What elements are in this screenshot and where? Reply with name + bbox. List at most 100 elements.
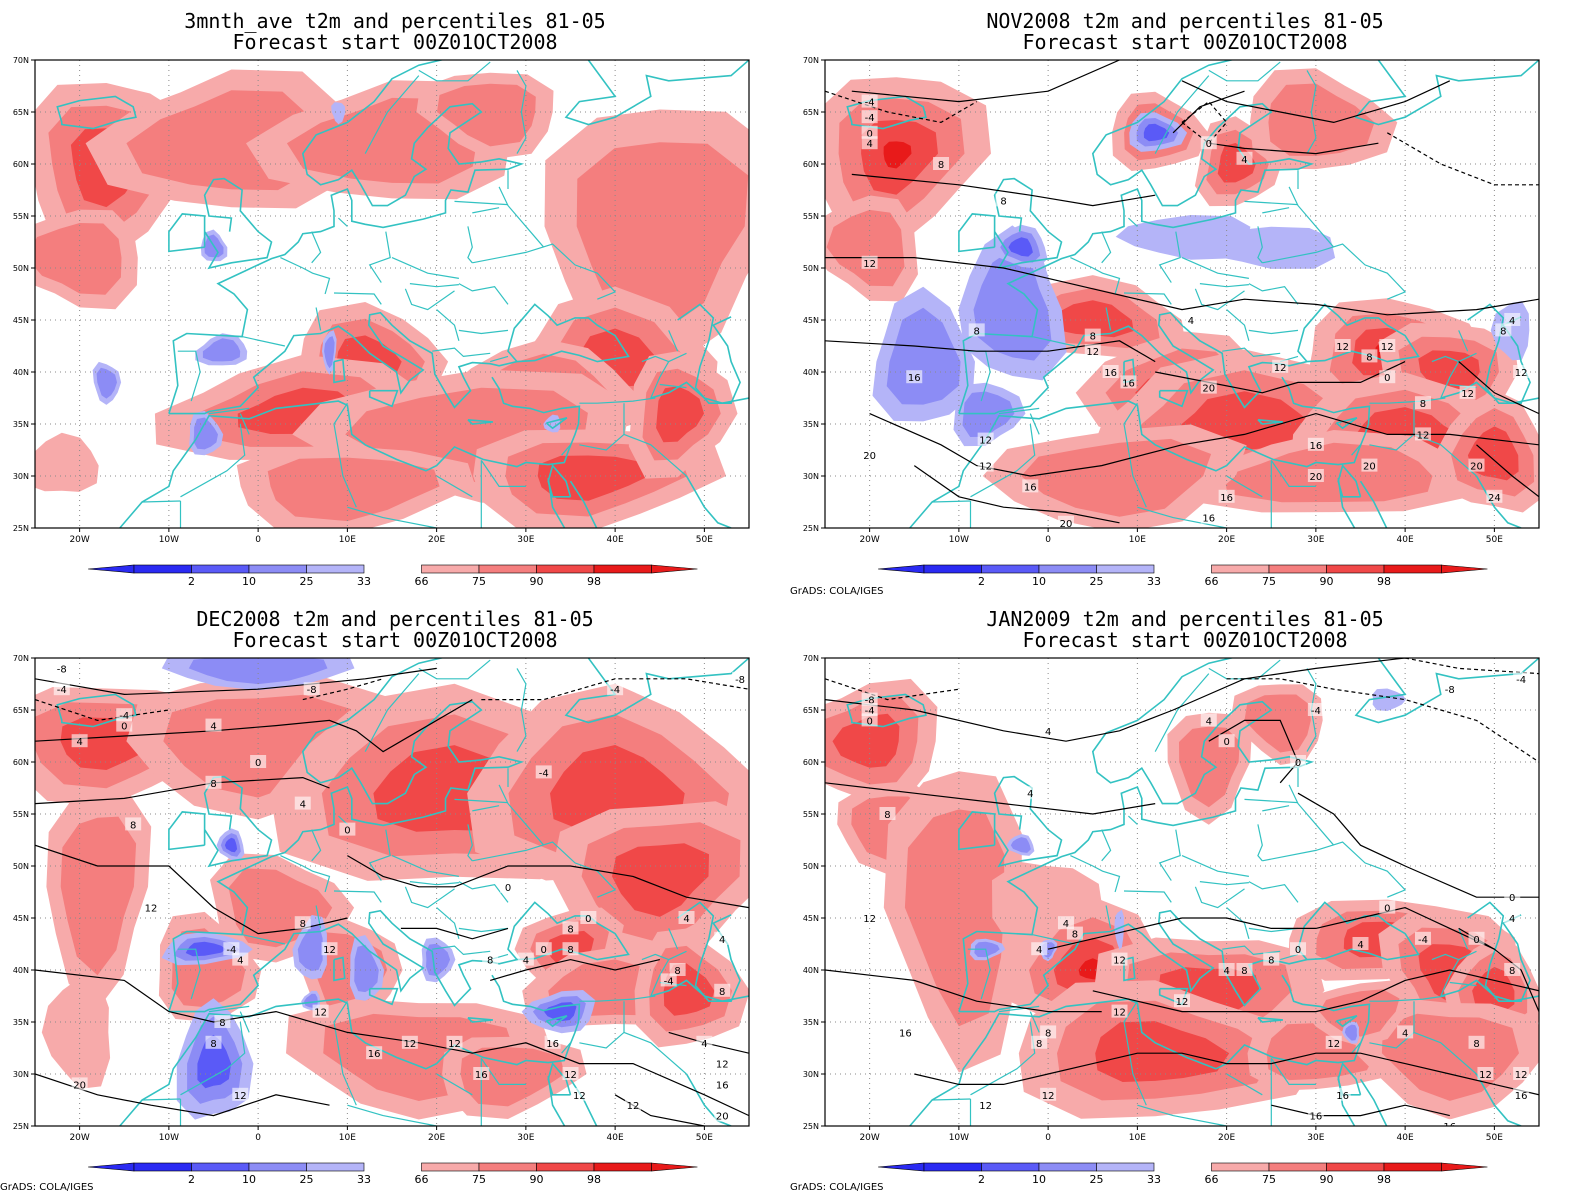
longitude-tick-label: 0 bbox=[1045, 1133, 1051, 1143]
colorbar-label: 98 bbox=[587, 1173, 601, 1186]
coastline bbox=[1123, 956, 1136, 982]
country-border bbox=[1158, 231, 1181, 283]
latitude-tick-label: 60N bbox=[803, 160, 819, 169]
coastline bbox=[958, 811, 996, 851]
contour-label: -4 bbox=[865, 98, 875, 109]
contour-label: 8 bbox=[1473, 1039, 1479, 1050]
anomaly-map: 70N 65N 60N 55N 50N 45N 40N 35N 30N 25N 20W 10W 0 10E… bbox=[13, 56, 750, 588]
colorbar-segment bbox=[1326, 1162, 1385, 1172]
country-border bbox=[1280, 953, 1299, 961]
cold-anomaly-area bbox=[297, 924, 323, 971]
temperature-contour bbox=[1271, 1104, 1450, 1117]
country-border bbox=[1449, 981, 1477, 987]
contour-label: 16 bbox=[1310, 1112, 1323, 1123]
contour-label: 0 bbox=[1206, 139, 1212, 150]
country-border bbox=[1226, 475, 1263, 498]
country-border bbox=[467, 824, 473, 862]
warm-anomaly-area bbox=[267, 457, 440, 522]
country-border bbox=[472, 207, 500, 214]
contour-label: 12 bbox=[979, 1101, 992, 1112]
temperature-contour bbox=[35, 969, 749, 1117]
country-border bbox=[967, 948, 991, 1000]
country-border bbox=[1070, 855, 1121, 893]
contour-label: 8 bbox=[938, 160, 944, 171]
colorbar-label: 66 bbox=[1205, 575, 1219, 588]
contour-label: 12 bbox=[564, 1070, 577, 1081]
country-border bbox=[668, 330, 679, 352]
coastline bbox=[993, 775, 1063, 868]
country-border bbox=[1369, 403, 1415, 451]
country-border bbox=[1262, 841, 1407, 898]
contour-label: -8 bbox=[57, 664, 67, 675]
contour-label: -4 bbox=[1418, 935, 1428, 946]
longitude-tick-label: 40E bbox=[607, 535, 624, 545]
colorbar-label: 2 bbox=[188, 1173, 195, 1186]
contour-label: 0 bbox=[121, 722, 127, 733]
country-border bbox=[239, 1011, 250, 1033]
country-border bbox=[579, 1001, 625, 1049]
coastline bbox=[56, 95, 137, 130]
contour-label: 8 bbox=[1500, 326, 1506, 337]
contour-label: 12 bbox=[1515, 1070, 1528, 1081]
longitude-tick-label: 20E bbox=[1218, 1133, 1235, 1143]
warm-anomaly-area bbox=[576, 142, 749, 334]
country-border bbox=[1199, 283, 1249, 288]
country-border bbox=[208, 1005, 250, 1013]
cold-anomaly-area bbox=[224, 837, 238, 853]
country-border bbox=[1127, 815, 1138, 825]
cold-anomaly-area bbox=[974, 941, 1000, 958]
contour-label: 8 bbox=[210, 1039, 216, 1050]
contour-label: 16 bbox=[1104, 368, 1117, 379]
country-border bbox=[280, 855, 331, 893]
country-border bbox=[1226, 1073, 1263, 1096]
contour-label: 4 bbox=[300, 800, 306, 811]
contour-label: 12 bbox=[627, 1101, 640, 1112]
coastline bbox=[467, 419, 493, 425]
coastline bbox=[1467, 901, 1531, 1003]
coastline bbox=[168, 303, 630, 415]
cold-anomaly-area bbox=[324, 336, 335, 369]
colorbar-segment bbox=[248, 1162, 307, 1172]
colorbar-arrow-right bbox=[1441, 1162, 1488, 1172]
coastline bbox=[119, 974, 581, 1126]
country-border bbox=[333, 1000, 357, 1106]
country-border bbox=[579, 397, 656, 404]
temperature-contour bbox=[1181, 100, 1228, 145]
country-border bbox=[208, 407, 250, 415]
panel-subtitle: Forecast start 00Z01OCT2008 bbox=[232, 30, 558, 54]
contour-label: 4 bbox=[210, 722, 216, 733]
country-border bbox=[418, 659, 491, 680]
map-frame bbox=[34, 657, 750, 1127]
country-border bbox=[579, 403, 625, 451]
temperature-contour bbox=[1047, 906, 1495, 950]
country-border bbox=[391, 257, 459, 279]
contour-label: 4 bbox=[719, 935, 725, 946]
panel-title: NOV2008 t2m and percentiles 81-05 bbox=[986, 9, 1384, 33]
latitude-tick-label: 35N bbox=[803, 420, 819, 429]
warm-anomaly-area bbox=[656, 386, 704, 443]
country-border bbox=[404, 886, 455, 909]
colorbar-segment bbox=[923, 1162, 982, 1172]
colorbar-segment bbox=[1383, 1162, 1442, 1172]
contour-label: 8 bbox=[1036, 1039, 1042, 1050]
warm-anomaly-area bbox=[35, 432, 99, 492]
temperature-contour bbox=[825, 969, 1102, 1013]
contour-label: 8 bbox=[1000, 196, 1006, 207]
warm-anomaly-area bbox=[41, 977, 111, 1089]
country-border bbox=[1369, 1001, 1415, 1049]
longitude-tick-label: 50E bbox=[696, 1133, 713, 1143]
latitude-tick-label: 70N bbox=[803, 56, 819, 65]
country-border bbox=[1105, 307, 1112, 331]
contour-label: 16 bbox=[368, 1049, 381, 1060]
colorbar-segment bbox=[191, 1162, 250, 1172]
country-border bbox=[432, 347, 491, 358]
coastline bbox=[203, 775, 273, 868]
latitude-tick-label: 40N bbox=[13, 368, 29, 377]
cold-anomaly-area bbox=[202, 338, 241, 362]
cold-anomaly-area bbox=[193, 417, 218, 450]
coastline bbox=[168, 658, 525, 1012]
contour-label: 12 bbox=[863, 259, 876, 270]
coastline bbox=[1475, 475, 1522, 528]
longitude-tick-label: 50E bbox=[1486, 535, 1503, 545]
contour-label: 12 bbox=[573, 1091, 586, 1102]
